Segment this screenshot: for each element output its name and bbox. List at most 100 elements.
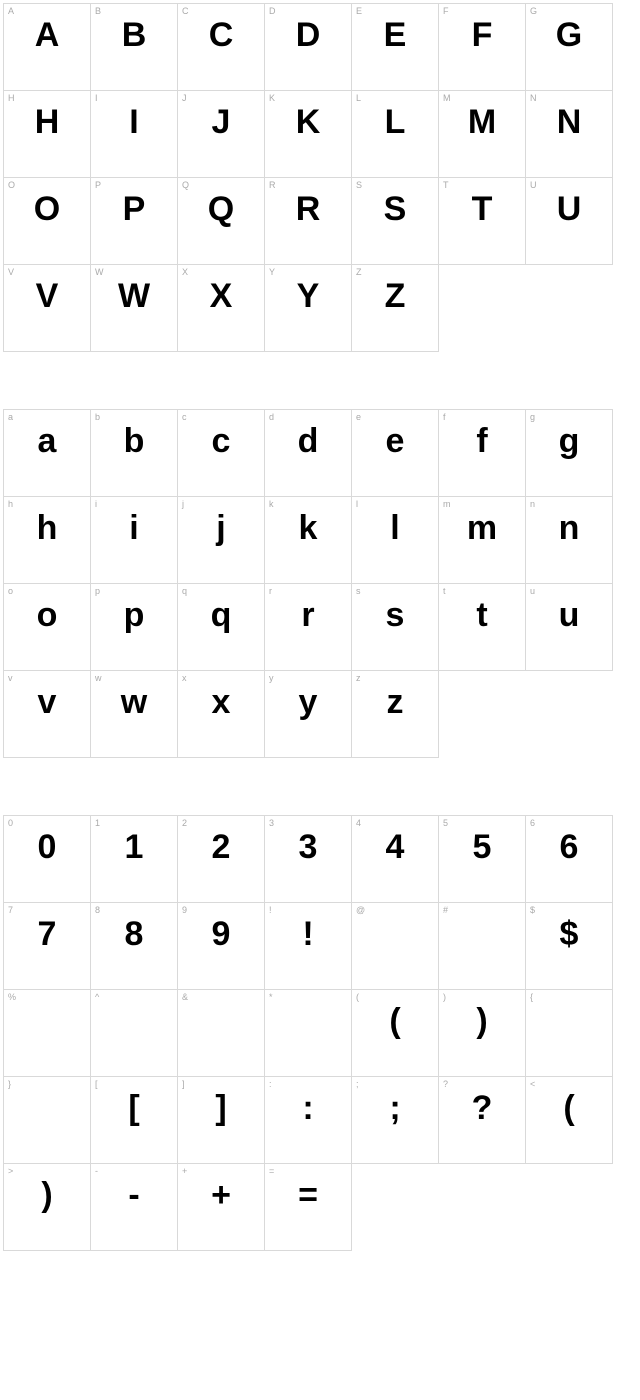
glyph-display: G — [526, 18, 612, 52]
glyph-label: z — [356, 674, 361, 683]
glyph-label: { — [530, 993, 533, 1002]
glyph-label: C — [182, 7, 189, 16]
glyph-cell: DD — [264, 3, 352, 91]
glyph-label: t — [443, 587, 446, 596]
glyph-cell: :: — [264, 1076, 352, 1164]
glyph-display: f — [439, 424, 525, 458]
glyph-label: a — [8, 413, 13, 422]
glyph-display: = — [265, 1178, 351, 1212]
glyph-display: H — [4, 105, 90, 139]
glyph-display: W — [91, 279, 177, 313]
glyph-display: t — [439, 598, 525, 632]
glyph-cell: ff — [438, 409, 526, 497]
glyph-display: p — [91, 598, 177, 632]
glyph-cell: 22 — [177, 815, 265, 903]
glyph-cell: TT — [438, 177, 526, 265]
glyph-label: c — [182, 413, 187, 422]
glyph-cell: zz — [351, 670, 439, 758]
glyph-cell: hh — [3, 496, 91, 584]
glyph-cell: <( — [525, 1076, 613, 1164]
glyph-display: n — [526, 511, 612, 545]
glyph-cell: bb — [90, 409, 178, 497]
glyph-cell: mm — [438, 496, 526, 584]
glyph-display: Z — [352, 279, 438, 313]
glyph-display: Y — [265, 279, 351, 313]
glyph-label: A — [8, 7, 14, 16]
glyph-cell: 77 — [3, 902, 91, 990]
glyph-display: 0 — [4, 830, 90, 864]
glyph-display: U — [526, 192, 612, 226]
glyph-cell: oo — [3, 583, 91, 671]
glyph-display: S — [352, 192, 438, 226]
glyph-display: g — [526, 424, 612, 458]
glyph-label: T — [443, 181, 449, 190]
glyph-display: [ — [91, 1091, 177, 1125]
glyph-label: 1 — [95, 819, 100, 828]
glyph-label: x — [182, 674, 187, 683]
glyph-cell: } — [3, 1076, 91, 1164]
glyph-cell: kk — [264, 496, 352, 584]
glyph-label: 7 — [8, 906, 13, 915]
glyph-label: k — [269, 500, 274, 509]
glyph-display: : — [265, 1091, 351, 1125]
glyph-label: j — [182, 500, 184, 509]
glyph-label: ; — [356, 1080, 359, 1089]
glyph-label: K — [269, 94, 275, 103]
glyph-cell: aa — [3, 409, 91, 497]
glyph-label: g — [530, 413, 535, 422]
glyph-cell: -- — [90, 1163, 178, 1251]
glyph-label: n — [530, 500, 535, 509]
glyph-display: 2 — [178, 830, 264, 864]
glyph-label: R — [269, 181, 276, 190]
glyph-row: 00112233445566 — [4, 816, 640, 903]
glyph-row: OOPPQQRRSSTTUU — [4, 178, 640, 265]
glyph-label: r — [269, 587, 272, 596]
glyph-cell: ?? — [438, 1076, 526, 1164]
glyph-display: 7 — [4, 917, 90, 951]
glyph-label: q — [182, 587, 187, 596]
glyph-cell: OO — [3, 177, 91, 265]
glyph-display: a — [4, 424, 90, 458]
glyph-label: 3 — [269, 819, 274, 828]
glyph-label: 4 — [356, 819, 361, 828]
glyph-display: E — [352, 18, 438, 52]
glyph-label: ! — [269, 906, 272, 915]
glyph-label: N — [530, 94, 537, 103]
glyph-label: $ — [530, 906, 535, 915]
glyph-cell: 55 — [438, 815, 526, 903]
glyph-cell: gg — [525, 409, 613, 497]
glyph-label: 0 — [8, 819, 13, 828]
glyph-cell: UU — [525, 177, 613, 265]
glyph-display: L — [352, 105, 438, 139]
glyph-label: E — [356, 7, 362, 16]
glyph-row: 778899!!@#$$ — [4, 903, 640, 990]
glyph-display: ) — [439, 1004, 525, 1038]
glyph-display: - — [91, 1178, 177, 1212]
glyph-display: P — [91, 192, 177, 226]
glyph-cell: II — [90, 90, 178, 178]
glyph-label: @ — [356, 906, 365, 915]
glyph-display: s — [352, 598, 438, 632]
glyph-cell: >) — [3, 1163, 91, 1251]
glyph-row: HHIIJJKKLLMMNN — [4, 91, 640, 178]
glyph-cell: AA — [3, 3, 91, 91]
glyph-display: 8 — [91, 917, 177, 951]
glyph-display: v — [4, 685, 90, 719]
glyph-label: y — [269, 674, 274, 683]
glyph-label: i — [95, 500, 97, 509]
glyph-cell: uu — [525, 583, 613, 671]
glyph-display: b — [91, 424, 177, 458]
glyph-cell: ll — [351, 496, 439, 584]
glyph-label: & — [182, 993, 188, 1002]
glyph-display: V — [4, 279, 90, 313]
glyph-display: ! — [265, 917, 351, 951]
glyph-cell: !! — [264, 902, 352, 990]
glyph-cell: 11 — [90, 815, 178, 903]
glyph-cell: ww — [90, 670, 178, 758]
glyph-label: V — [8, 268, 14, 277]
glyph-display: c — [178, 424, 264, 458]
glyph-display: ( — [526, 1091, 612, 1125]
glyph-cell: rr — [264, 583, 352, 671]
glyph-label: I — [95, 94, 98, 103]
glyph-label: G — [530, 7, 537, 16]
